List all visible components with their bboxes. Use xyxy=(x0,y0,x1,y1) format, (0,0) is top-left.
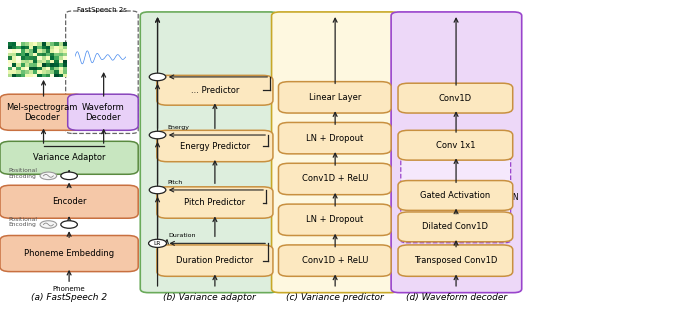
FancyBboxPatch shape xyxy=(157,245,273,276)
Text: Phoneme Embedding: Phoneme Embedding xyxy=(24,249,114,258)
Circle shape xyxy=(149,186,166,194)
FancyBboxPatch shape xyxy=(278,82,391,113)
FancyBboxPatch shape xyxy=(278,163,391,195)
Text: Pitch: Pitch xyxy=(167,180,182,185)
Text: Dilated Conv1D: Dilated Conv1D xyxy=(422,222,489,231)
Circle shape xyxy=(61,221,77,228)
FancyBboxPatch shape xyxy=(401,158,511,243)
FancyBboxPatch shape xyxy=(398,212,513,242)
Text: Gated Activation: Gated Activation xyxy=(420,191,491,200)
Text: Encoder: Encoder xyxy=(52,197,86,206)
FancyBboxPatch shape xyxy=(0,236,138,272)
Text: LR: LR xyxy=(154,241,161,246)
FancyBboxPatch shape xyxy=(391,12,522,293)
Text: LN + Dropout: LN + Dropout xyxy=(306,134,363,143)
FancyBboxPatch shape xyxy=(398,245,513,276)
Text: Conv 1x1: Conv 1x1 xyxy=(435,141,475,150)
Text: (c) Variance predictor: (c) Variance predictor xyxy=(286,293,384,302)
Text: (d) Waveform decoder: (d) Waveform decoder xyxy=(406,293,507,302)
FancyBboxPatch shape xyxy=(278,204,391,236)
Text: Conv1D + ReLU: Conv1D + ReLU xyxy=(301,256,368,265)
Text: (b) Variance adaptor: (b) Variance adaptor xyxy=(162,293,256,302)
FancyBboxPatch shape xyxy=(398,83,513,113)
FancyBboxPatch shape xyxy=(278,122,391,154)
Circle shape xyxy=(149,131,166,139)
Text: Waveform
Decoder: Waveform Decoder xyxy=(82,103,124,122)
Text: Phoneme: Phoneme xyxy=(53,286,86,292)
FancyBboxPatch shape xyxy=(0,185,138,218)
FancyBboxPatch shape xyxy=(0,141,138,174)
Text: (a) FastSpeech 2: (a) FastSpeech 2 xyxy=(31,293,107,302)
FancyBboxPatch shape xyxy=(278,245,391,276)
Circle shape xyxy=(149,73,166,81)
FancyBboxPatch shape xyxy=(398,181,513,210)
Text: ... Predictor: ... Predictor xyxy=(191,86,239,95)
Circle shape xyxy=(40,172,57,180)
Text: Positional
Encoding: Positional Encoding xyxy=(8,168,37,179)
Text: Conv1D + ReLU: Conv1D + ReLU xyxy=(301,175,368,183)
FancyBboxPatch shape xyxy=(0,94,84,130)
Text: FastSpeech 2s: FastSpeech 2s xyxy=(77,7,127,13)
FancyBboxPatch shape xyxy=(272,12,399,293)
Circle shape xyxy=(149,239,167,247)
Text: Transposed Conv1D: Transposed Conv1D xyxy=(414,256,497,265)
FancyBboxPatch shape xyxy=(157,75,273,105)
Circle shape xyxy=(61,172,77,180)
Text: Conv1D: Conv1D xyxy=(439,94,472,103)
Text: Energy: Energy xyxy=(167,125,189,130)
FancyBboxPatch shape xyxy=(157,187,273,218)
Text: Mel-spectrogram
Decoder: Mel-spectrogram Decoder xyxy=(6,103,78,122)
Text: Duration: Duration xyxy=(169,233,196,238)
Text: x N: x N xyxy=(506,193,518,202)
Text: Variance Adaptor: Variance Adaptor xyxy=(33,153,105,162)
Text: Duration Predictor: Duration Predictor xyxy=(176,256,254,265)
Text: Linear Layer: Linear Layer xyxy=(309,93,361,102)
Text: Positional
Encoding: Positional Encoding xyxy=(8,217,37,227)
FancyBboxPatch shape xyxy=(157,130,273,162)
Text: Pitch Predictor: Pitch Predictor xyxy=(184,198,245,207)
Text: Energy Predictor: Energy Predictor xyxy=(180,142,250,150)
FancyBboxPatch shape xyxy=(398,130,513,160)
Text: LN + Dropout: LN + Dropout xyxy=(306,215,363,224)
Circle shape xyxy=(40,221,57,228)
FancyBboxPatch shape xyxy=(140,12,278,293)
FancyBboxPatch shape xyxy=(66,11,138,133)
FancyBboxPatch shape xyxy=(68,94,138,130)
